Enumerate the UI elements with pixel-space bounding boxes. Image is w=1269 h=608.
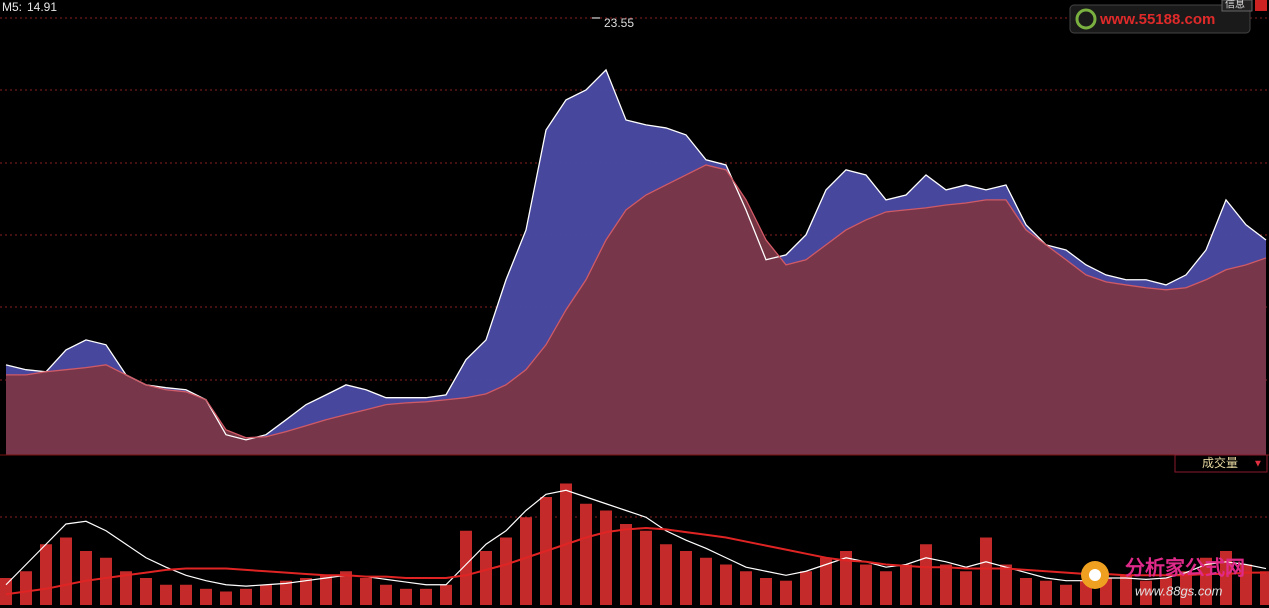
volume-bar [400, 588, 412, 605]
volume-bar [260, 584, 272, 605]
ma-line [6, 164, 1267, 439]
volume-bar [60, 537, 72, 605]
volume-bar [120, 571, 132, 605]
volume-ma-line [5, 489, 1267, 587]
volume-bar [1040, 580, 1052, 605]
volume-bar [1240, 564, 1252, 605]
volume-bar [280, 580, 292, 605]
volume-bar [480, 551, 492, 605]
volume-bar [200, 588, 212, 605]
grid [0, 17, 1269, 518]
volume-bar [860, 564, 872, 605]
watermark-top: www.55188.com [1099, 11, 1215, 28]
volume-bar [880, 571, 892, 605]
volume-bar [900, 564, 912, 605]
volume-bar [620, 524, 632, 605]
volume-bar [1220, 551, 1232, 605]
volume-bar [160, 584, 172, 605]
volume-bar [1260, 571, 1269, 605]
volume-ma-line [5, 527, 1266, 596]
volume-bar [140, 578, 152, 605]
volume-bar [840, 551, 852, 605]
volume-bar [20, 571, 32, 605]
volume-bar [980, 537, 992, 605]
plot: 23.55 [0, 16, 1269, 605]
volume-bar [940, 564, 952, 605]
watermark-bottom-url: www.88gs.com [1135, 583, 1223, 598]
volume-bar [0, 578, 12, 605]
volume-menu-arrow[interactable]: ▼ [1253, 459, 1263, 470]
volume-bar [300, 578, 312, 605]
volume-bar [720, 564, 732, 605]
volume-bar [40, 544, 52, 605]
volume-bar [220, 591, 232, 605]
area [6, 164, 1266, 455]
volume-bar [180, 584, 192, 605]
watermark-icon [1075, 8, 1097, 30]
volume-bar [580, 503, 592, 605]
readout-value: 14.91 [27, 0, 57, 14]
volume-bar [1000, 564, 1012, 605]
volume-bar [1020, 578, 1032, 605]
watermark-flower-center [1089, 569, 1101, 581]
volume-bar [960, 571, 972, 605]
info-button-text[interactable]: 信息 [1225, 0, 1245, 11]
volume-bar [1060, 584, 1072, 605]
volume-bar [680, 551, 692, 605]
watermark-box [1069, 4, 1251, 34]
volume-bar [1180, 571, 1192, 605]
volume-bar [740, 571, 752, 605]
volume-bar [760, 578, 772, 605]
watermark-bottom: 分析家公式网 www.88gs.com [1081, 555, 1245, 598]
close-button[interactable] [1255, 0, 1267, 11]
volume-bar [360, 578, 372, 605]
volume-bar [500, 537, 512, 605]
volume-bar [80, 551, 92, 605]
volume-bar [820, 557, 832, 605]
volume-bar [920, 544, 932, 605]
volume-title[interactable]: 成交量 [1202, 455, 1238, 470]
readout-label: M5: [2, 0, 22, 14]
volume-bar [660, 544, 672, 605]
volume-bar [420, 588, 432, 605]
volume-bar [520, 517, 532, 605]
volume-bar [380, 584, 392, 605]
volume-menu[interactable] [1174, 454, 1268, 473]
volume-bar [800, 571, 812, 605]
info-button[interactable] [1221, 0, 1253, 12]
volume-bar [460, 530, 472, 605]
volume-bar [640, 530, 652, 605]
volume-bar [240, 588, 252, 605]
volume-bar [1140, 580, 1152, 605]
volume-bar [340, 571, 352, 605]
watermark-bottom-title: 分析家公式网 [1125, 555, 1245, 579]
volume-bar [780, 580, 792, 605]
volume-bar [440, 584, 452, 605]
volume-bar [700, 557, 712, 605]
volume-bar [1200, 557, 1212, 605]
peak-label: 23.55 [604, 16, 634, 30]
volume-bar [100, 557, 112, 605]
volume-bar [600, 510, 612, 605]
volume-bar [1160, 578, 1172, 605]
volume-bar [1120, 575, 1132, 605]
volume-bar [320, 575, 332, 605]
ma-line [5, 68, 1267, 441]
